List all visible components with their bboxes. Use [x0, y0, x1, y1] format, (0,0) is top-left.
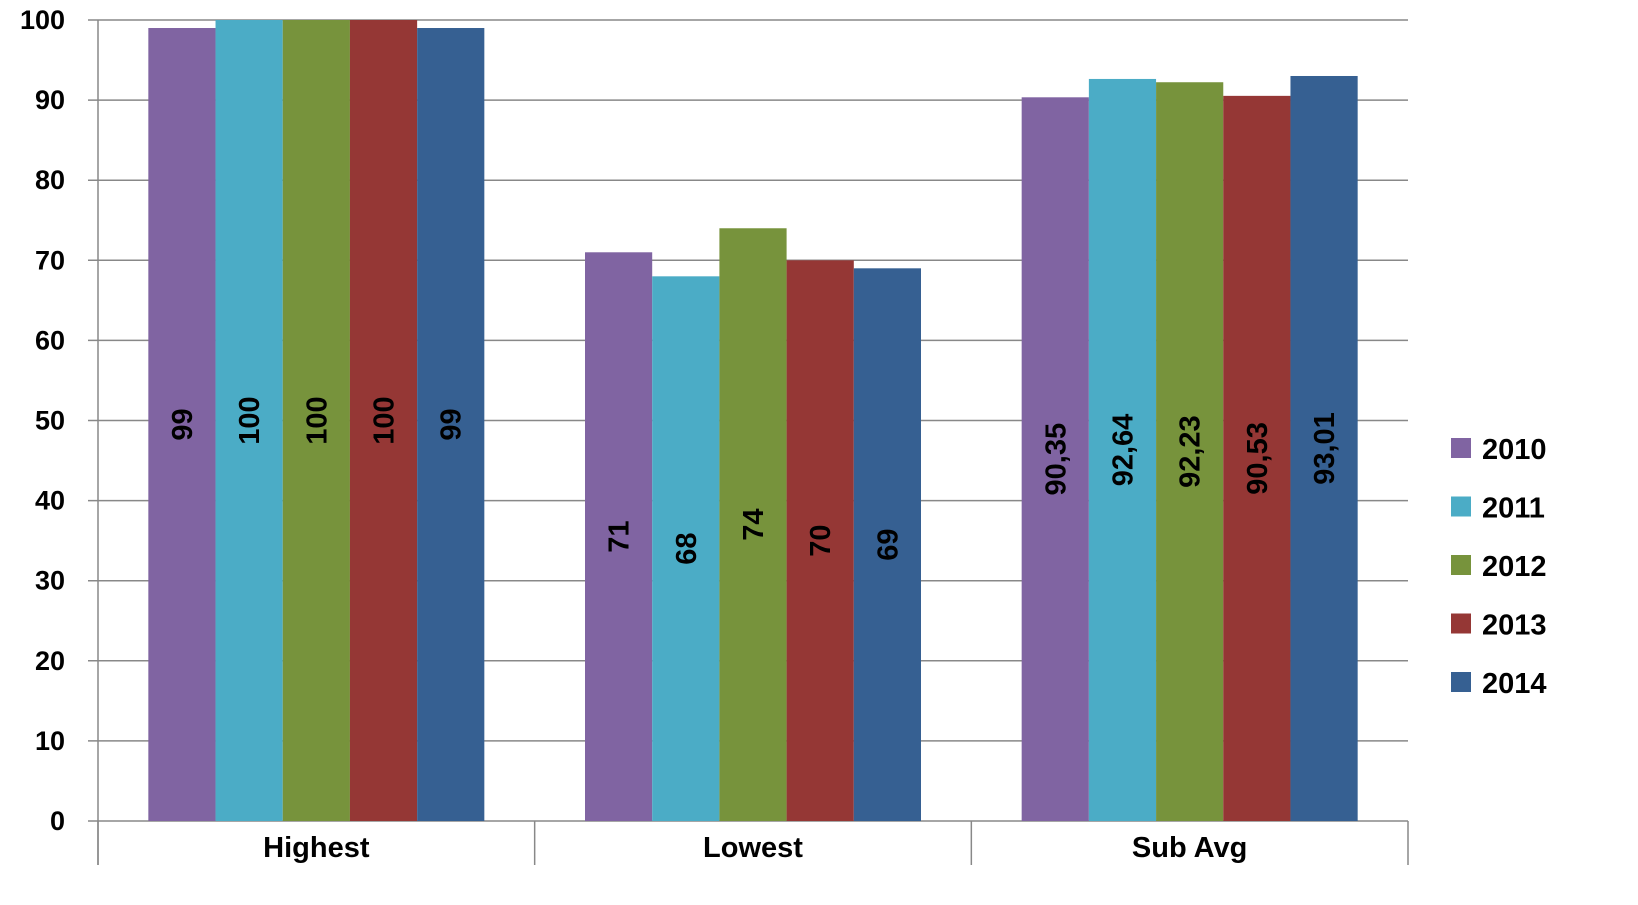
bar [1021, 97, 1089, 821]
bar [349, 20, 418, 821]
category-label: Highest [263, 832, 370, 864]
y-tick-label: 50 [35, 406, 65, 436]
bar [585, 252, 653, 822]
legend: 2010 2011 2012 2013 2014 [1451, 434, 1547, 700]
bar [786, 260, 854, 821]
bar [1223, 95, 1291, 822]
y-tick-label: 70 [35, 245, 65, 275]
data-label: 71 [604, 521, 636, 553]
bar [417, 28, 485, 821]
legend-swatch [1451, 438, 1471, 458]
legend-swatch [1451, 613, 1471, 634]
legend-label: 2013 [1482, 610, 1547, 642]
data-label: 100 [301, 396, 333, 444]
bar [148, 28, 216, 821]
y-tick-label: 90 [35, 85, 65, 115]
bar [215, 20, 283, 821]
bars [148, 20, 1358, 822]
bar [719, 228, 787, 821]
data-label: 100 [369, 396, 401, 444]
data-label: 92,64 [1107, 414, 1139, 487]
category-label: Sub Avg [1132, 832, 1247, 864]
y-tick-label: 30 [35, 566, 65, 596]
bar [652, 276, 720, 821]
y-tick-label: 10 [35, 726, 65, 756]
data-label: 92,23 [1175, 415, 1207, 488]
bar [282, 20, 350, 821]
y-tick-label: 20 [35, 646, 65, 676]
legend-swatch [1451, 672, 1471, 692]
data-label: 74 [738, 508, 770, 540]
bar [1290, 75, 1358, 822]
y-tick-label: 60 [35, 325, 65, 355]
legend-label: 2010 [1482, 434, 1547, 466]
legend-swatch [1451, 555, 1471, 575]
data-label: 90,53 [1242, 422, 1274, 495]
y-tick-label: 100 [20, 5, 65, 35]
data-label: 99 [436, 408, 468, 440]
legend-swatch [1451, 496, 1471, 517]
data-label: 69 [872, 529, 904, 561]
y-tick-label: 0 [50, 806, 65, 836]
bar [853, 268, 921, 821]
y-tick-label: 40 [35, 486, 65, 516]
data-label: 68 [671, 533, 703, 565]
y-tick-label: 80 [35, 165, 65, 195]
axes: 0 10 20 30 40 50 60 70 80 90 100 Highest Lowest Sub A… [20, 5, 1409, 865]
data-label: 70 [805, 525, 837, 557]
data-labels: 99 100 100 100 99 71 68 74 70 69 90,35 92,64 92,23 90… [167, 396, 1341, 564]
data-label: 93,01 [1309, 412, 1341, 485]
legend-label: 2014 [1482, 668, 1547, 700]
category-label: Lowest [703, 832, 803, 864]
bar [1088, 78, 1157, 821]
data-label: 90,35 [1040, 423, 1072, 496]
data-label: 99 [167, 408, 199, 440]
bar [1156, 82, 1224, 822]
legend-label: 2011 [1482, 493, 1545, 525]
legend-label: 2012 [1482, 551, 1547, 583]
data-label: 100 [234, 396, 266, 444]
